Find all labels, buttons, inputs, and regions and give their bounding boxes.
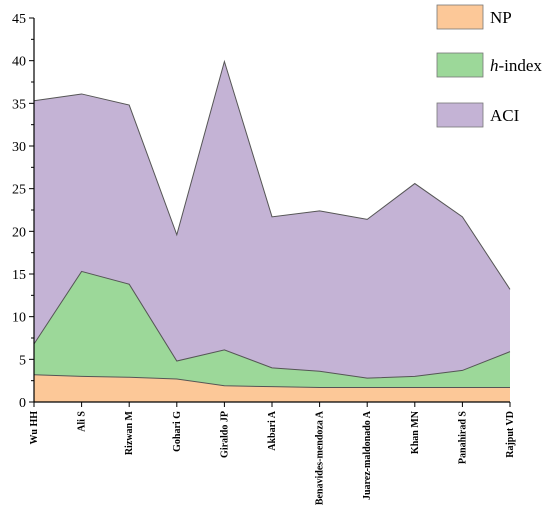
area-h-index [34,271,510,388]
area-outline-aci [33,59,511,290]
y-tick-label: 35 [12,97,26,112]
area-np [34,374,510,402]
area-aci [34,61,510,379]
y-tick-label: 20 [12,225,26,240]
y-tick-label: 40 [12,55,26,70]
x-tick-label: Benavides-mendoza A [315,410,326,505]
x-tick-label: Panahirad S [457,411,468,465]
area-outline-h-index [33,270,511,379]
y-tick-label: 30 [12,140,26,155]
legend-label-h-index: h-index [490,56,542,75]
legend-label-aci: ACI [490,106,520,125]
legend: NP h-index ACI [436,4,542,128]
y-tick-label: 10 [12,311,26,326]
x-tick-label: Wu HH [29,411,40,445]
x-tick-label: Akbari A [267,410,278,451]
x-tick-label: Khan MN [410,410,421,454]
legend-swatch-aci [436,102,484,128]
y-tick-label: 0 [19,396,26,411]
y-tick-label: 15 [12,268,26,283]
x-tick-label: Ali S [77,411,88,432]
x-tick-label: Juarez-maldonado A [362,410,373,500]
legend-label-np: NP [490,8,512,27]
legend-swatch-np [436,4,484,30]
y-tick-label: 25 [12,183,26,198]
legend-swatch-h-index [436,52,484,78]
y-tick-label: 45 [12,12,26,27]
x-tick-label: Rizwan M [124,410,135,455]
x-tick-label: Gohari G [172,411,183,452]
area-outline-np [33,374,510,388]
area-layer [33,59,511,402]
y-tick-label: 5 [19,353,26,368]
x-tick-label: Rajput VD [505,411,516,458]
axes: 0 5 10 15 20 25 30 35 40 45 Wu HH Ali S Rizwan M Goha… [12,12,516,505]
x-tick-label: Giraldo JP [219,411,230,458]
